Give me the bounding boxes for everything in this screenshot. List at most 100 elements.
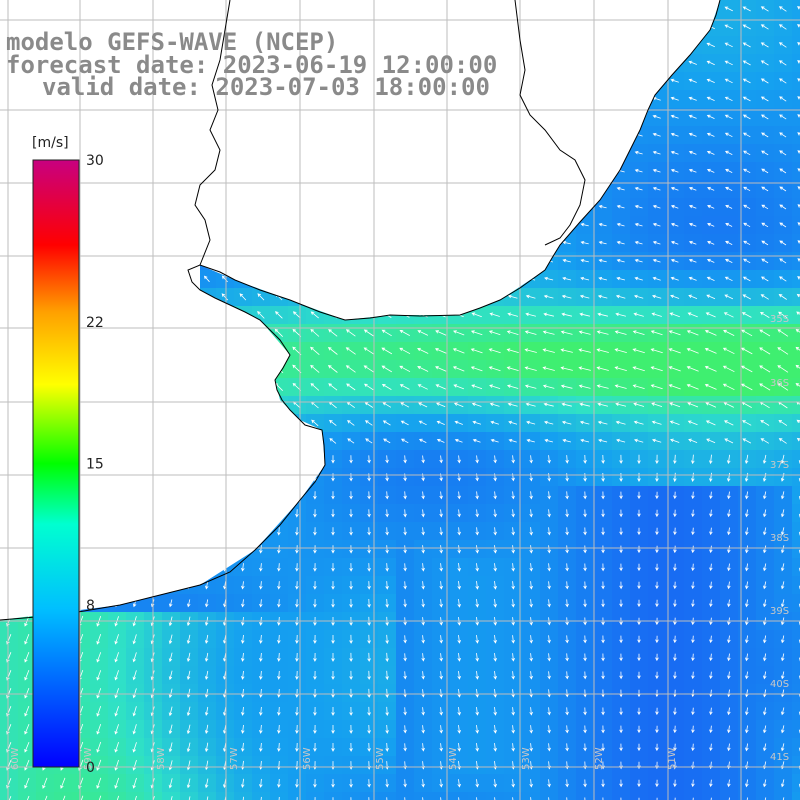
wind-arrow — [601, 779, 605, 788]
wind-arrow — [367, 724, 371, 734]
field-cell — [216, 792, 234, 800]
wind-arrow — [529, 545, 533, 554]
wind-arrow — [150, 795, 155, 800]
wind-arrow — [453, 402, 464, 408]
wind-arrow — [583, 509, 587, 518]
wind-arrow — [781, 563, 785, 572]
wind-arrow — [132, 795, 137, 800]
wind-arrow — [259, 599, 263, 608]
wind-arrow — [670, 240, 679, 245]
wind-arrow — [529, 599, 533, 608]
wind-arrow — [688, 60, 697, 65]
wind-arrow — [597, 294, 608, 299]
wind-arrow — [637, 563, 641, 572]
wind-arrow — [525, 402, 536, 407]
wind-arrow — [691, 599, 695, 608]
wind-arrow — [327, 364, 338, 373]
wind-arrow — [493, 653, 497, 662]
wind-arrow — [367, 634, 371, 644]
wind-arrow — [439, 689, 443, 698]
wind-arrow — [310, 311, 319, 319]
wind-arrow — [543, 312, 554, 317]
wind-arrow — [691, 509, 695, 518]
wind-arrow — [722, 347, 735, 355]
wind-arrow — [779, 186, 787, 192]
wind-arrow — [475, 725, 479, 734]
field-cell — [792, 306, 800, 324]
wind-arrow — [724, 6, 733, 12]
field-cell — [792, 504, 800, 522]
wind-arrow — [583, 454, 587, 464]
wind-arrow — [727, 545, 731, 554]
wind-arrow — [727, 581, 731, 590]
wind-arrow — [349, 455, 353, 464]
wind-arrow — [204, 778, 209, 789]
wind-arrow — [778, 24, 787, 30]
wind-arrow — [169, 599, 173, 608]
wind-arrow — [580, 438, 590, 443]
wind-arrow — [565, 473, 569, 482]
wind-arrow — [96, 633, 102, 645]
wind-arrow — [759, 311, 770, 318]
wind-arrow — [6, 796, 12, 800]
wind-arrow — [596, 384, 609, 389]
wind-arrow — [295, 778, 299, 788]
wind-arrow — [691, 743, 695, 752]
wind-arrow — [760, 24, 769, 30]
wind-arrow — [295, 652, 299, 662]
wind-arrow — [724, 294, 734, 300]
wind-arrow — [221, 275, 228, 283]
wind-arrow — [489, 384, 501, 389]
wind-arrow — [745, 635, 749, 644]
wind-arrow — [742, 276, 751, 282]
wind-arrow — [709, 707, 713, 716]
wind-arrow — [691, 779, 695, 788]
wind-arrow — [363, 329, 374, 337]
wind-arrow — [277, 599, 281, 608]
wind-arrow — [295, 509, 299, 518]
wind-arrow — [457, 671, 461, 680]
field-cell — [792, 234, 800, 252]
wind-arrow — [652, 132, 661, 137]
wind-arrow — [526, 438, 535, 443]
wind-arrow — [781, 707, 785, 716]
wind-arrow — [760, 42, 769, 48]
wind-arrow — [743, 150, 751, 156]
wind-arrow — [565, 527, 569, 536]
wind-arrow — [349, 779, 353, 788]
wind-arrow — [633, 420, 644, 425]
wind-arrow — [417, 366, 429, 372]
wind-arrow — [615, 312, 627, 317]
wind-arrow — [670, 276, 679, 281]
wind-arrow — [367, 797, 371, 800]
wind-arrow — [561, 402, 572, 407]
wind-arrow — [691, 671, 695, 680]
wind-arrow — [745, 563, 749, 572]
wind-arrow — [781, 689, 785, 698]
wind-arrow — [691, 527, 695, 536]
wind-arrow — [760, 78, 769, 84]
field-cell — [792, 774, 800, 792]
field-cell — [792, 666, 800, 684]
wind-arrow — [475, 581, 479, 590]
wind-arrow — [435, 366, 447, 372]
wind-arrow — [619, 454, 623, 464]
field-cell — [792, 396, 800, 414]
wind-arrow — [403, 599, 407, 608]
field-cell — [792, 702, 800, 720]
border-river-line — [194, 0, 231, 266]
wind-arrow — [763, 653, 767, 662]
wind-arrow — [403, 653, 407, 662]
wind-arrow — [637, 472, 641, 482]
wind-arrow — [168, 760, 173, 771]
wind-arrow — [740, 365, 753, 373]
wind-arrow — [543, 420, 554, 425]
wind-arrow — [632, 348, 645, 354]
wind-arrow — [601, 509, 605, 518]
field-cell — [792, 36, 800, 54]
wind-arrow — [637, 671, 641, 680]
wind-arrow — [743, 204, 751, 210]
wind-arrow — [763, 563, 767, 572]
field-cell — [288, 792, 306, 800]
wind-arrow — [706, 150, 715, 155]
